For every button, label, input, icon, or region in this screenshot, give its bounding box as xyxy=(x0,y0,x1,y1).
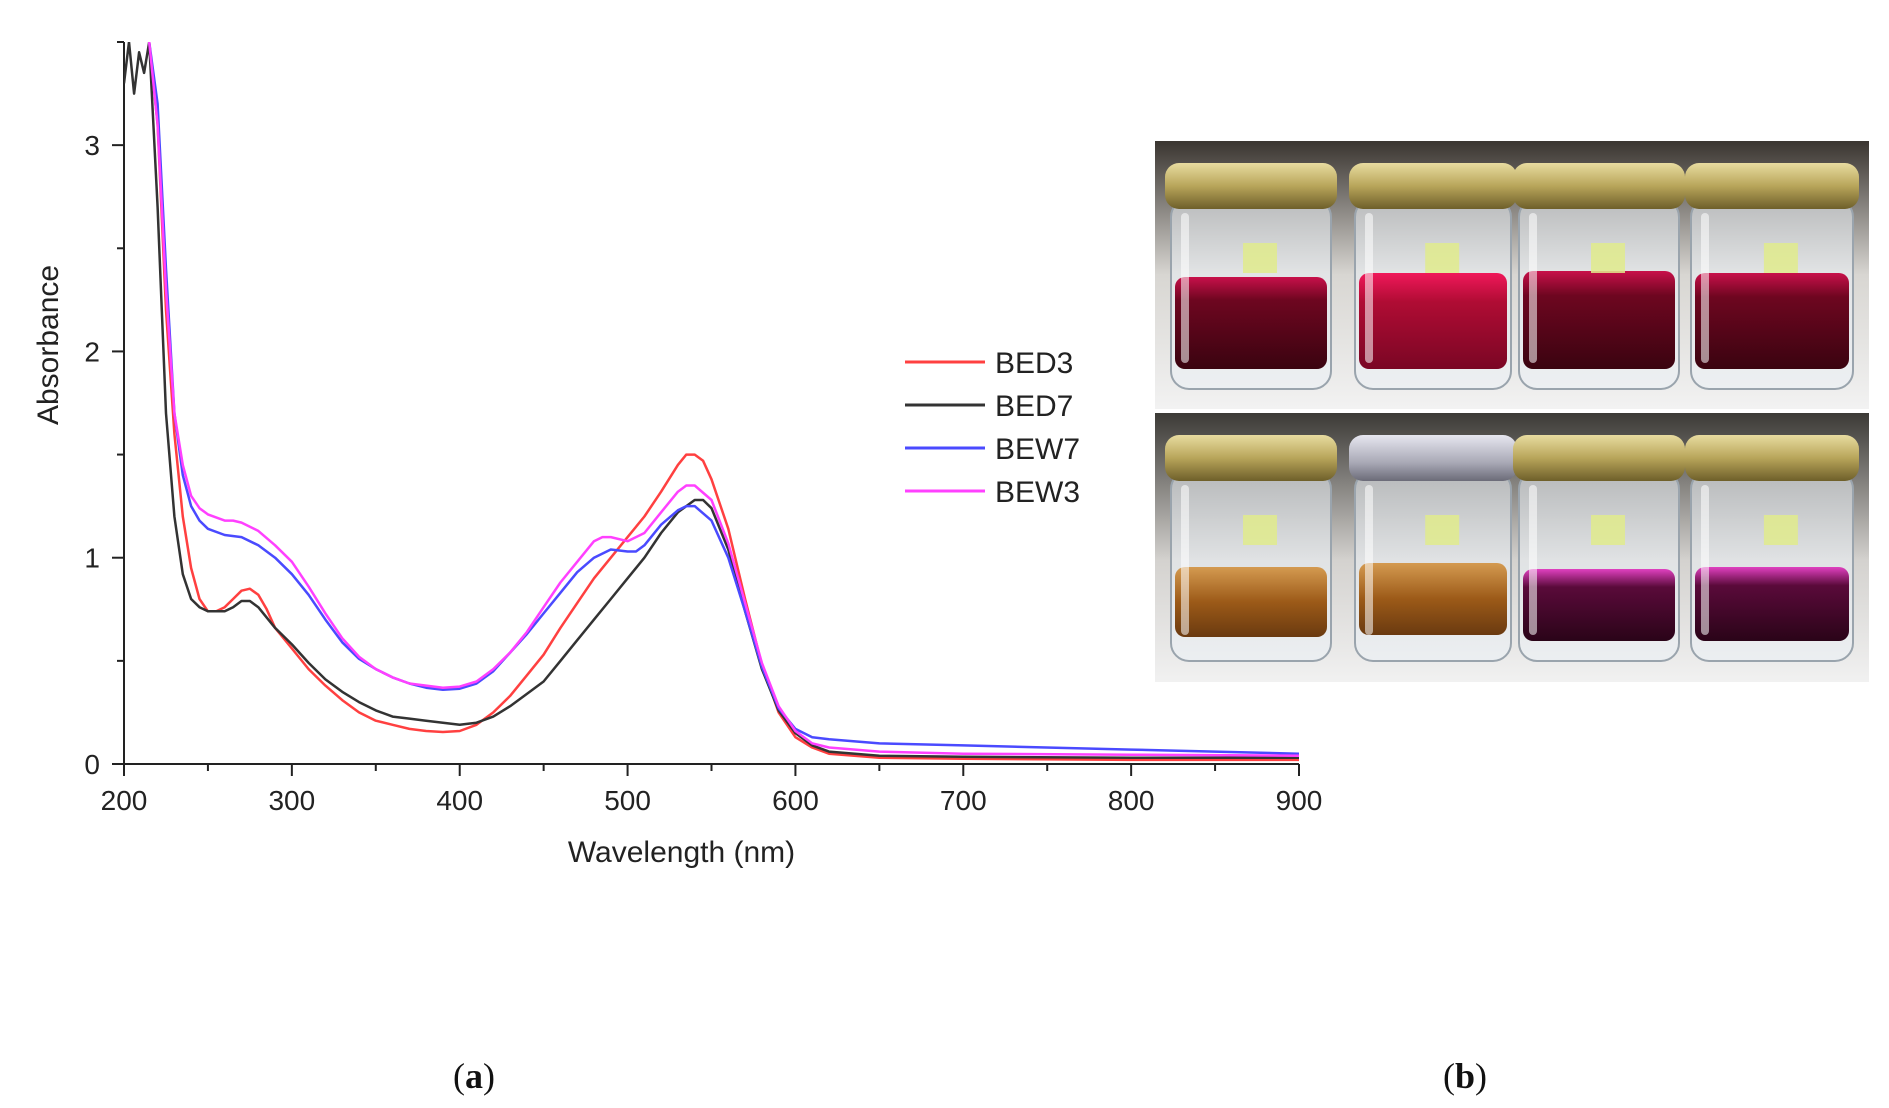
vial-highlight xyxy=(1701,485,1709,635)
legend-label-bed7: BED7 xyxy=(995,390,1073,423)
vial-liquid xyxy=(1359,563,1507,635)
vial-cap xyxy=(1349,163,1517,209)
vial-liquid xyxy=(1695,273,1849,369)
vial-liquid xyxy=(1523,569,1675,641)
vial-label-sticker xyxy=(1243,515,1277,545)
vial-cap xyxy=(1165,163,1337,209)
vial-liquid xyxy=(1175,567,1327,637)
vial-highlight xyxy=(1529,213,1537,363)
vial-label-sticker xyxy=(1591,243,1625,273)
vial xyxy=(1513,435,1685,662)
chart-axes: 200 300 400 500 600 700 800 900 0 1 2 3 Wavelength (… xyxy=(32,41,1323,869)
vial-label-sticker xyxy=(1763,243,1798,273)
vial-label-sticker xyxy=(1243,243,1277,273)
series-line-bed3 xyxy=(147,42,1299,762)
vial-highlight xyxy=(1365,485,1373,635)
vial-liquid xyxy=(1175,277,1327,369)
vial-label-sticker xyxy=(1425,243,1460,273)
y-tick-label: 3 xyxy=(84,130,100,161)
vial xyxy=(1349,435,1517,662)
vial-highlight xyxy=(1701,213,1709,363)
vial-label-sticker xyxy=(1763,515,1798,545)
chart-legend: BED3 BED7 BEW7 BEW3 xyxy=(905,347,1080,509)
x-axis-title: Wavelength (nm) xyxy=(568,836,795,869)
vial-highlight xyxy=(1181,485,1189,635)
series-line-bed7 xyxy=(124,42,1299,760)
vial xyxy=(1349,163,1517,390)
x-tick-label: 700 xyxy=(940,785,987,816)
x-tick-label: 200 xyxy=(101,785,148,816)
x-tick-label: 300 xyxy=(268,785,315,816)
vial-cap xyxy=(1685,163,1859,209)
y-tick-label: 0 xyxy=(84,749,100,780)
vial-cap xyxy=(1165,435,1337,481)
x-tick-label: 800 xyxy=(1108,785,1155,816)
series-line-bew7 xyxy=(147,42,1299,755)
chart-series-layer xyxy=(124,42,1299,762)
legend-label-bew7: BEW7 xyxy=(995,433,1080,466)
vial-highlight xyxy=(1365,213,1373,363)
vial xyxy=(1165,163,1337,390)
vial-liquid xyxy=(1695,567,1849,641)
vial xyxy=(1685,435,1859,662)
vial-liquid xyxy=(1523,271,1675,369)
y-tick-label: 1 xyxy=(84,543,100,574)
vial-cap xyxy=(1685,435,1859,481)
legend-label-bew3: BEW3 xyxy=(995,476,1080,509)
x-tick-label: 600 xyxy=(772,785,819,816)
vial xyxy=(1685,163,1859,390)
series-line-bew3 xyxy=(147,42,1299,757)
vial-cap xyxy=(1349,435,1517,481)
x-tick-label: 500 xyxy=(604,785,651,816)
x-tick-label: 400 xyxy=(436,785,483,816)
y-axis-title: Absorbance xyxy=(32,265,65,425)
panel-label-b: (b) xyxy=(1443,1056,1488,1096)
x-tick-label: 900 xyxy=(1276,785,1323,816)
vial-liquid xyxy=(1359,273,1507,369)
vial-label-sticker xyxy=(1425,515,1460,545)
vial xyxy=(1513,163,1685,390)
vial-cap xyxy=(1513,435,1685,481)
vial-label-sticker xyxy=(1591,515,1625,545)
vial-highlight xyxy=(1181,213,1189,363)
y-tick-label: 2 xyxy=(84,336,100,367)
vial-cap xyxy=(1513,163,1685,209)
legend-label-bed3: BED3 xyxy=(995,347,1073,380)
sample-vials-photo xyxy=(1155,141,1869,682)
vial xyxy=(1165,435,1337,662)
panel-label-a: (a) xyxy=(453,1056,495,1096)
vial-highlight xyxy=(1529,485,1537,635)
